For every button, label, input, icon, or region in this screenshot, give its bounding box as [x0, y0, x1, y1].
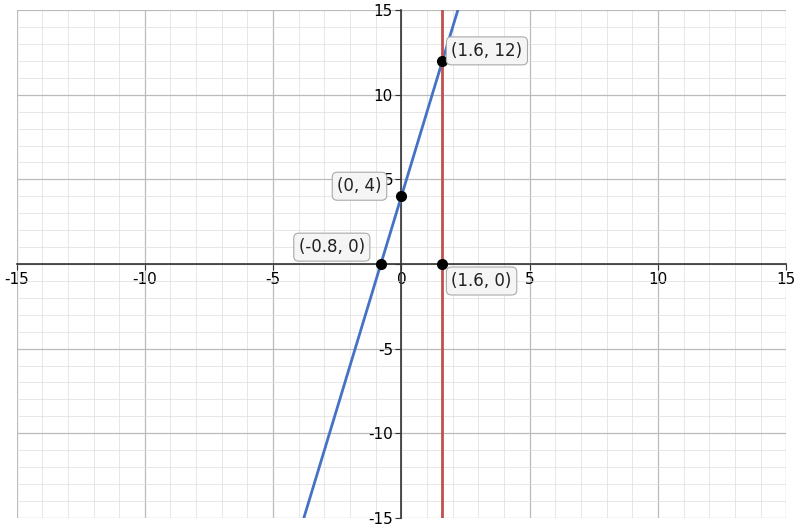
Text: (0, 4): (0, 4) — [338, 177, 382, 195]
Text: (-0.8, 0): (-0.8, 0) — [298, 238, 365, 256]
Text: (1.6, 0): (1.6, 0) — [451, 272, 512, 290]
Text: (1.6, 12): (1.6, 12) — [451, 42, 522, 60]
